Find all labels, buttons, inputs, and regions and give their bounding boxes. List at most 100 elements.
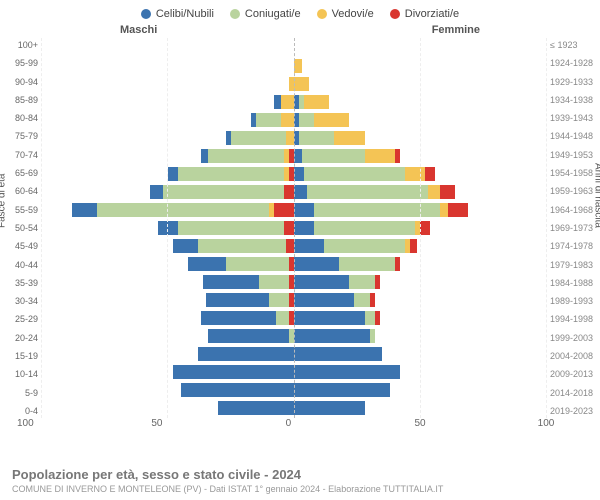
bar-segment <box>314 113 349 127</box>
x-tick: 50 <box>151 418 162 429</box>
bar-segment <box>168 167 178 181</box>
age-label: 20-24 <box>0 333 38 343</box>
x-tick: 50 <box>414 418 425 429</box>
bar-segment <box>158 221 178 235</box>
bar-segment <box>324 239 405 253</box>
bar-row <box>42 148 294 164</box>
bar-segment <box>97 203 268 217</box>
bar-segment <box>163 185 284 199</box>
age-label: 80-84 <box>0 113 38 123</box>
x-tick: 100 <box>17 418 34 429</box>
bar-segment <box>294 77 309 91</box>
bar-segment <box>395 149 400 163</box>
age-label: 75-79 <box>0 131 38 141</box>
year-label: 2004-2008 <box>550 351 600 361</box>
bar-row <box>42 328 294 344</box>
legend-label: Coniugati/e <box>245 8 301 20</box>
bar-row <box>42 400 294 416</box>
bar-segment <box>405 167 425 181</box>
bar-segment <box>420 221 430 235</box>
bar-row <box>42 166 294 182</box>
age-label: 45-49 <box>0 241 38 251</box>
year-label: 1944-1948 <box>550 131 600 141</box>
bar-segment <box>294 185 307 199</box>
bar-row <box>42 94 294 110</box>
year-label: 1934-1938 <box>550 95 600 105</box>
age-label: 5-9 <box>0 388 38 398</box>
age-label: 90-94 <box>0 77 38 87</box>
bar-segment <box>276 311 289 325</box>
age-label: 100+ <box>0 40 38 50</box>
bar-segment <box>304 95 329 109</box>
bar-segment <box>365 149 395 163</box>
bar-segment <box>201 311 277 325</box>
y-axis-left-title: Fasce di età <box>0 174 8 228</box>
bar-segment <box>173 365 294 379</box>
bar-segment <box>286 131 294 145</box>
bar-segment <box>173 239 198 253</box>
legend-swatch <box>390 9 400 19</box>
bar-segment <box>339 257 394 271</box>
bar-row <box>42 40 294 56</box>
bar-segment <box>286 239 294 253</box>
legend-swatch <box>317 9 327 19</box>
bar-row <box>42 238 294 254</box>
bar-segment <box>370 329 375 343</box>
year-label: 1929-1933 <box>550 77 600 87</box>
legend-label: Celibi/Nubili <box>156 8 214 20</box>
bar-segment <box>226 257 289 271</box>
bar-row <box>42 58 294 74</box>
year-label: ≤ 1923 <box>550 40 600 50</box>
bar-row <box>42 382 294 398</box>
bar-row <box>42 256 294 272</box>
bar-segment <box>181 383 294 397</box>
bar-segment <box>302 149 365 163</box>
age-label: 95-99 <box>0 58 38 68</box>
year-label: 1949-1953 <box>550 150 600 160</box>
bar-segment <box>284 221 294 235</box>
bar-segment <box>178 167 284 181</box>
year-label: 1939-1943 <box>550 113 600 123</box>
legend-swatch <box>141 9 151 19</box>
legend-swatch <box>230 9 240 19</box>
year-label: 1924-1928 <box>550 58 600 68</box>
bar-segment <box>198 347 294 361</box>
bar-segment <box>354 293 369 307</box>
bar-segment <box>294 311 365 325</box>
footer: Popolazione per età, sesso e stato civil… <box>12 467 443 494</box>
bar-segment <box>375 311 380 325</box>
bar-segment <box>281 95 294 109</box>
bar-segment <box>294 275 349 289</box>
year-label: 2014-2018 <box>550 388 600 398</box>
year-label: 1999-2003 <box>550 333 600 343</box>
bar-row <box>42 310 294 326</box>
bar-segment <box>269 293 289 307</box>
age-label: 40-44 <box>0 260 38 270</box>
bar-segment <box>314 221 415 235</box>
bar-row <box>42 112 294 128</box>
bar-segment <box>294 167 304 181</box>
bar-segment <box>294 257 339 271</box>
chart-subtitle: COMUNE DI INVERNO E MONTELEONE (PV) - Da… <box>12 484 443 494</box>
bar-segment <box>294 221 314 235</box>
legend-item: Celibi/Nubili <box>141 8 214 20</box>
age-label: 85-89 <box>0 95 38 105</box>
female-label: Femmine <box>432 24 480 36</box>
bar-segment <box>304 167 405 181</box>
bar-segment <box>307 185 428 199</box>
male-label: Maschi <box>120 24 157 36</box>
bar-segment <box>448 203 468 217</box>
bar-segment <box>294 347 382 361</box>
bar-segment <box>375 275 380 289</box>
side-labels: Maschi Femmine <box>0 24 600 36</box>
bar-segment <box>72 203 97 217</box>
bar-segment <box>206 293 269 307</box>
bar-segment <box>203 275 258 289</box>
bar-segment <box>256 113 281 127</box>
bar-segment <box>178 221 284 235</box>
bar-segment <box>395 257 400 271</box>
grid-line <box>41 38 42 418</box>
bar-segment <box>231 131 286 145</box>
bar-segment <box>299 113 314 127</box>
chart-title: Popolazione per età, sesso e stato civil… <box>12 467 443 482</box>
